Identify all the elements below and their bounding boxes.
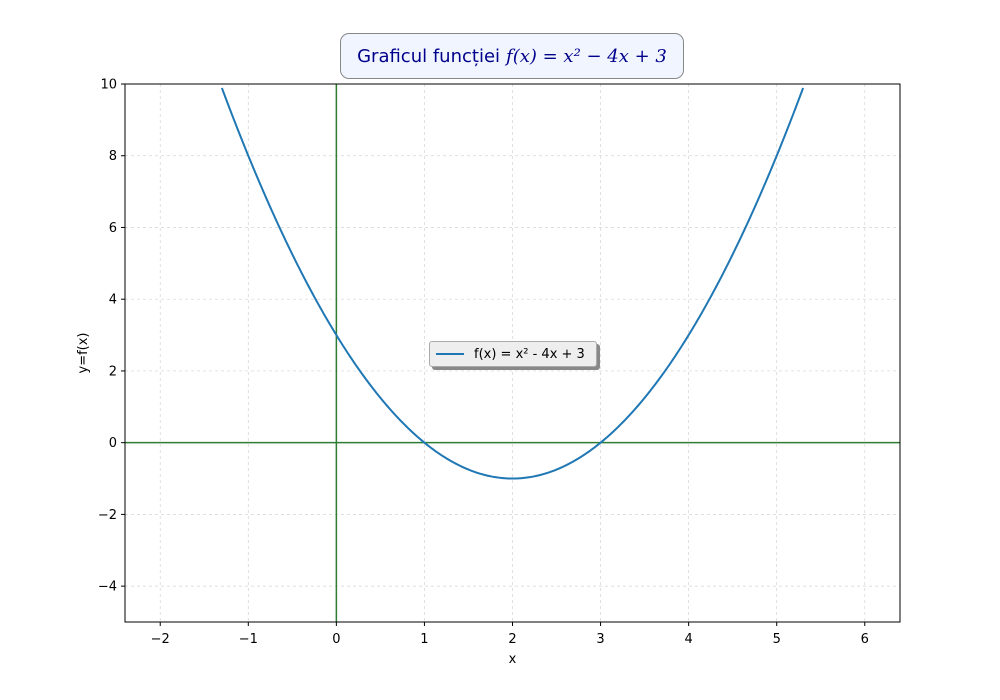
legend: f(x) = x² - 4x + 3: [429, 341, 597, 367]
x-tick-label: −1: [239, 632, 258, 647]
series-line: [220, 87, 805, 480]
x-axis-label: x: [509, 652, 517, 667]
y-tick-label: 0: [109, 436, 117, 451]
x-tick-label: 0: [332, 632, 340, 647]
chart-title-formula: f(x) = x² − 4x + 3: [506, 45, 667, 67]
ticks: −2 −1 0 1 2 3 4 5 6 −4 −2 0 2 4 6 8 10: [98, 78, 869, 648]
x-tick-label: 3: [596, 632, 604, 647]
y-tick-label: 10: [100, 78, 117, 93]
y-tick-label: 4: [109, 293, 117, 308]
x-tick-label: 6: [861, 632, 869, 647]
legend-label: f(x) = x² - 4x + 3: [474, 346, 585, 362]
curve-layer: [220, 87, 805, 480]
y-axis-label: y=f(x): [76, 333, 91, 374]
legend-swatch: [436, 353, 464, 355]
chart-title-text: Graficul funcției: [357, 45, 501, 67]
chart-title: Graficul funcției f(x) = x² − 4x + 3: [340, 33, 684, 79]
reference-lines: [125, 84, 900, 622]
x-tick-label: 1: [420, 632, 428, 647]
y-tick-label: 6: [109, 221, 117, 236]
y-tick-label: 8: [109, 149, 117, 164]
x-tick-label: −2: [151, 632, 170, 647]
x-tick-label: 5: [773, 632, 781, 647]
y-tick-label: −4: [98, 580, 117, 595]
x-tick-label: 2: [508, 632, 516, 647]
y-tick-label: −2: [98, 508, 117, 523]
x-tick-label: 4: [684, 632, 692, 647]
y-tick-label: 2: [109, 364, 117, 379]
